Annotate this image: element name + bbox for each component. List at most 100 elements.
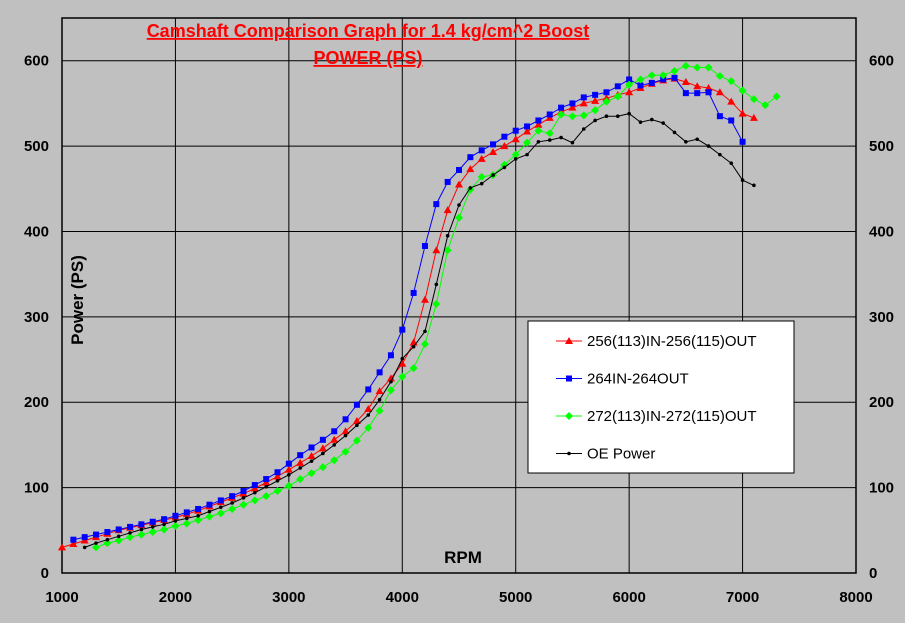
y-tick-label-left: 200	[24, 394, 49, 411]
dot-marker	[502, 165, 507, 170]
diamond-marker	[523, 138, 532, 147]
dot-marker	[173, 519, 178, 523]
dot-marker	[570, 140, 575, 145]
y-tick-label-right: 300	[869, 309, 894, 326]
triangle-marker	[477, 154, 486, 162]
square-marker	[399, 326, 406, 333]
dot-marker	[128, 531, 132, 535]
square-marker	[217, 497, 224, 504]
square-marker	[569, 100, 576, 107]
diamond-marker	[749, 95, 758, 104]
square-marker	[566, 375, 572, 382]
chart-subtitle: POWER (PS)	[313, 48, 422, 68]
x-tick-label: 1000	[45, 589, 78, 606]
diamond-marker	[670, 66, 679, 75]
legend-label: OE Power	[587, 446, 655, 463]
diamond-marker	[545, 129, 554, 138]
dot-marker	[718, 152, 722, 157]
legend-item-1: 256(113)IN-256(115)OUT	[556, 333, 757, 350]
y-tick-label-right: 200	[869, 394, 894, 411]
square-marker	[444, 178, 451, 185]
square-marker	[172, 512, 179, 519]
diamond-marker	[330, 456, 339, 465]
square-marker	[319, 436, 326, 443]
legend-item-4: OE Power	[556, 446, 655, 463]
square-marker	[535, 117, 542, 124]
diamond-marker	[613, 92, 622, 101]
square-marker	[478, 147, 485, 154]
square-marker	[524, 123, 531, 130]
dot-marker	[355, 423, 359, 428]
square-marker	[70, 536, 77, 543]
diamond-marker	[647, 71, 656, 80]
diamond-marker	[352, 436, 361, 445]
dot-marker	[219, 505, 223, 510]
diamond-marker	[126, 533, 135, 542]
triangle-marker	[455, 180, 463, 188]
dot-marker	[332, 443, 337, 447]
triangle-marker	[284, 465, 293, 473]
triangle-marker	[704, 84, 713, 92]
square-marker	[705, 89, 712, 96]
diamond-marker	[704, 63, 713, 72]
square-marker	[501, 133, 508, 140]
dot-marker	[241, 496, 246, 500]
gridlines	[62, 18, 856, 573]
diamond-marker	[398, 372, 407, 381]
dot-marker	[457, 203, 461, 207]
square-marker	[603, 89, 610, 96]
square-marker	[365, 386, 372, 393]
triangle-marker	[738, 109, 747, 117]
triangle-marker	[511, 135, 520, 143]
square-marker	[456, 166, 462, 173]
diamond-marker	[228, 504, 237, 513]
diamond-marker	[205, 512, 214, 521]
square-marker	[183, 509, 190, 516]
diamond-marker	[114, 536, 123, 545]
y-tick-label-left: 0	[41, 565, 49, 582]
triangle-marker	[500, 142, 509, 150]
diamond-marker	[262, 492, 271, 501]
dot-marker	[525, 152, 529, 157]
square-marker	[342, 416, 349, 423]
triangle-marker	[565, 337, 573, 344]
dot-marker	[253, 490, 257, 495]
dot-marker	[513, 157, 518, 161]
diamond-marker	[341, 447, 350, 456]
triangle-marker	[307, 452, 316, 460]
dot-marker	[411, 344, 416, 349]
diamond-marker	[636, 75, 645, 84]
square-marker	[592, 91, 599, 98]
dot-marker	[650, 117, 654, 122]
dot-marker	[445, 233, 450, 238]
triangle-marker	[534, 120, 543, 128]
dot-marker	[604, 114, 609, 118]
y-tick-label-left: 500	[24, 138, 49, 155]
diamond-marker	[761, 101, 770, 110]
dot-marker	[536, 140, 541, 144]
diamond-marker	[307, 469, 316, 478]
dot-marker	[729, 161, 734, 165]
square-marker	[546, 111, 553, 118]
dot-marker	[547, 138, 552, 142]
square-marker	[376, 369, 383, 376]
dot-marker	[593, 118, 597, 123]
square-marker	[138, 521, 145, 528]
diamond-marker	[455, 213, 463, 222]
triangle-marker	[625, 88, 634, 96]
diamond-marker	[659, 71, 668, 80]
square-marker	[671, 74, 678, 81]
triangle-marker	[749, 113, 758, 121]
diamond-marker	[511, 150, 520, 159]
diamond-marker	[432, 300, 441, 309]
axis-tick-labels: 1000 2000 3000 4000 5000 6000 7000 8000 0 0 100 100…	[24, 53, 894, 606]
dot-marker	[423, 329, 427, 334]
dot-marker	[581, 127, 586, 131]
dot-marker	[105, 537, 110, 542]
triangle-marker	[296, 458, 305, 466]
dot-marker	[468, 186, 473, 190]
square-marker	[580, 94, 587, 101]
dot-marker	[661, 121, 665, 125]
square-marker	[410, 289, 417, 296]
dot-marker	[150, 525, 155, 529]
